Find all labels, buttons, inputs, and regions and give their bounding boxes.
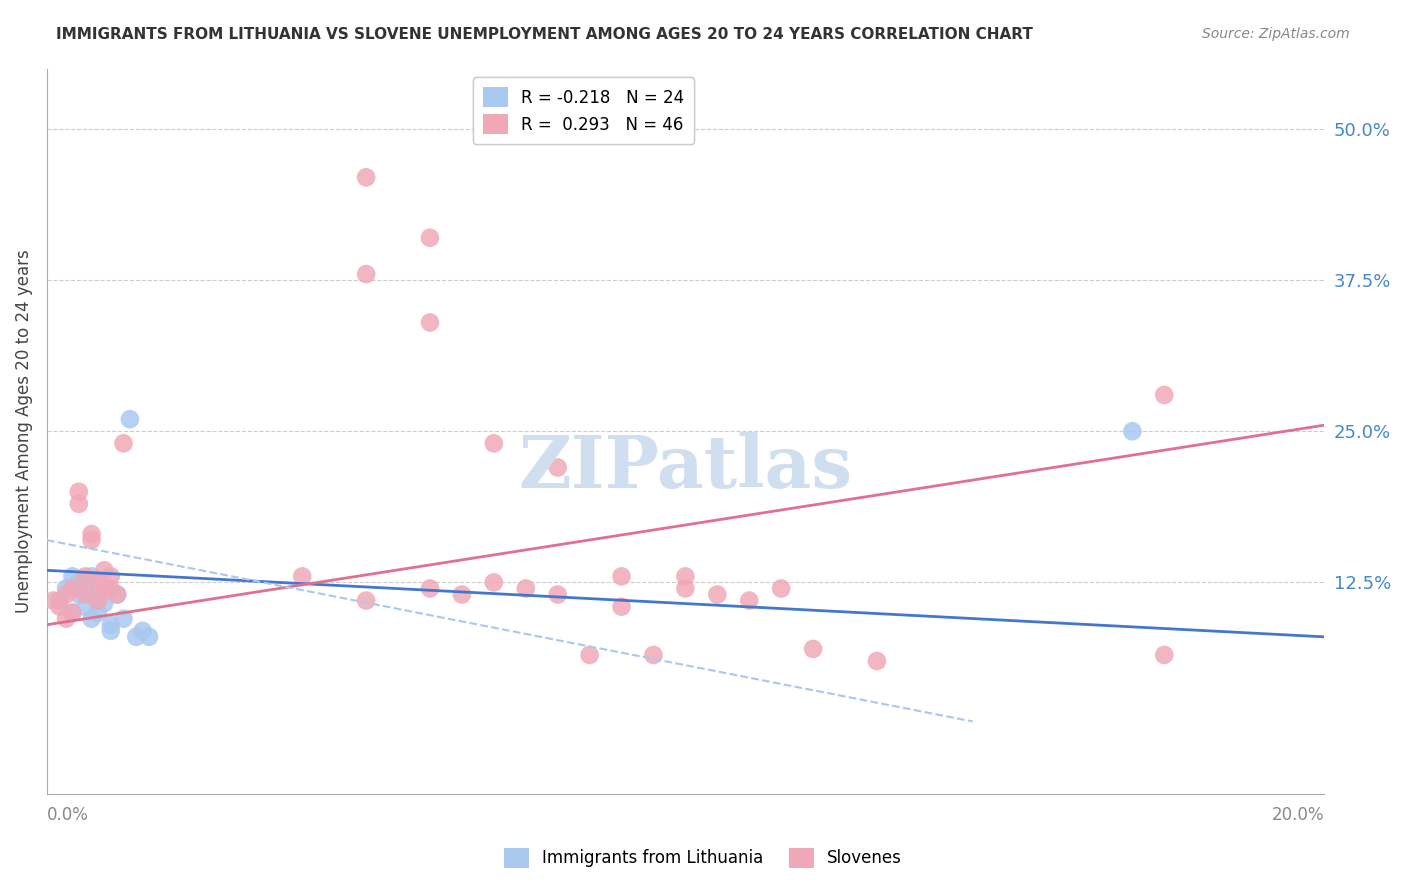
Point: [354, 593, 377, 607]
Point: [75, 587, 97, 601]
Point: [80, 527, 103, 541]
Point: [866, 654, 889, 668]
Point: [67, 497, 90, 511]
Point: [55, 582, 77, 596]
Point: [515, 582, 537, 596]
Point: [482, 436, 505, 450]
Point: [1153, 648, 1175, 662]
Point: [419, 231, 441, 245]
Point: [738, 593, 761, 607]
Y-axis label: Unemployment Among Ages 20 to 24 years: Unemployment Among Ages 20 to 24 years: [15, 250, 32, 613]
Point: [62, 582, 84, 596]
Point: [1121, 424, 1143, 438]
Point: [100, 582, 122, 596]
Point: [578, 648, 600, 662]
Point: [48, 593, 70, 607]
Point: [131, 624, 153, 638]
Point: [75, 599, 97, 614]
Point: [62, 606, 84, 620]
Point: [673, 582, 696, 596]
Point: [93, 596, 115, 610]
Point: [80, 533, 103, 547]
Point: [673, 569, 696, 583]
Point: [75, 569, 97, 583]
Text: ZIPatlas: ZIPatlas: [519, 432, 852, 503]
Point: [482, 575, 505, 590]
Point: [138, 630, 160, 644]
Point: [42, 593, 65, 607]
Point: [93, 583, 115, 598]
Point: [706, 587, 728, 601]
Point: [354, 170, 377, 185]
Point: [105, 587, 128, 601]
Point: [610, 599, 633, 614]
Point: [419, 315, 441, 329]
Point: [451, 587, 474, 601]
Point: [67, 484, 90, 499]
Point: [93, 582, 115, 596]
Point: [80, 587, 103, 601]
Point: [643, 648, 665, 662]
Point: [118, 412, 141, 426]
Point: [547, 587, 569, 601]
Text: IMMIGRANTS FROM LITHUANIA VS SLOVENE UNEMPLOYMENT AMONG AGES 20 TO 24 YEARS CORR: IMMIGRANTS FROM LITHUANIA VS SLOVENE UNE…: [56, 27, 1033, 42]
Point: [125, 630, 148, 644]
Legend: R = -0.218   N = 24, R =  0.293   N = 46: R = -0.218 N = 24, R = 0.293 N = 46: [472, 77, 695, 145]
Point: [100, 569, 122, 583]
Point: [100, 624, 122, 638]
Point: [112, 612, 135, 626]
Point: [55, 587, 77, 601]
Point: [105, 587, 128, 601]
Point: [62, 569, 84, 583]
Point: [67, 587, 90, 601]
Point: [87, 593, 110, 607]
Point: [87, 593, 110, 607]
Point: [80, 569, 103, 583]
Text: 0.0%: 0.0%: [46, 806, 89, 824]
Point: [87, 575, 110, 590]
Point: [547, 460, 569, 475]
Point: [100, 617, 122, 632]
Point: [80, 612, 103, 626]
Point: [67, 575, 90, 590]
Text: Source: ZipAtlas.com: Source: ZipAtlas.com: [1202, 27, 1350, 41]
Point: [1153, 388, 1175, 402]
Point: [87, 606, 110, 620]
Point: [291, 569, 314, 583]
Text: 20.0%: 20.0%: [1271, 806, 1324, 824]
Point: [419, 582, 441, 596]
Point: [75, 582, 97, 596]
Point: [354, 267, 377, 281]
Point: [48, 599, 70, 614]
Point: [610, 569, 633, 583]
Point: [93, 563, 115, 577]
Legend: Immigrants from Lithuania, Slovenes: Immigrants from Lithuania, Slovenes: [498, 841, 908, 875]
Point: [62, 606, 84, 620]
Point: [112, 436, 135, 450]
Point: [801, 642, 824, 657]
Point: [770, 582, 793, 596]
Point: [55, 612, 77, 626]
